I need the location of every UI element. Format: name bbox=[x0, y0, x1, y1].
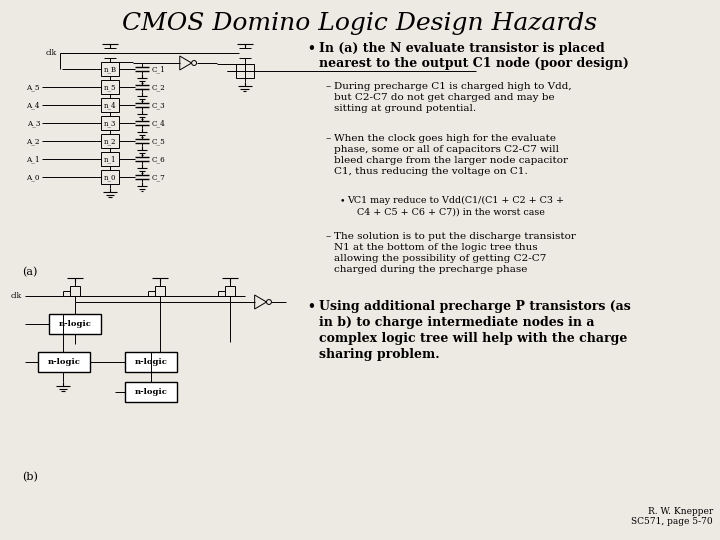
Bar bbox=[101, 98, 119, 112]
Text: n_3: n_3 bbox=[104, 119, 116, 127]
Text: clk: clk bbox=[11, 292, 22, 300]
Bar bbox=[38, 352, 90, 372]
Text: –: – bbox=[325, 82, 330, 91]
Text: n_1: n_1 bbox=[104, 155, 116, 163]
Bar bbox=[101, 170, 119, 184]
Text: •: • bbox=[307, 300, 315, 313]
Text: A_5: A_5 bbox=[27, 83, 40, 91]
Text: C_7: C_7 bbox=[152, 173, 166, 181]
Text: VC1 may reduce to Vdd(C1/(C1 + C2 + C3 +
   C4 + C5 + C6 + C7)) in the worst cas: VC1 may reduce to Vdd(C1/(C1 + C2 + C3 +… bbox=[348, 196, 564, 216]
Text: n-logic: n-logic bbox=[48, 358, 81, 366]
Text: –: – bbox=[325, 232, 330, 241]
Bar bbox=[101, 152, 119, 166]
Text: During precharge C1 is charged high to Vdd,
but C2-C7 do not get charged and may: During precharge C1 is charged high to V… bbox=[333, 82, 571, 113]
Text: C_3: C_3 bbox=[152, 101, 166, 109]
Bar bbox=[101, 134, 119, 148]
Text: •: • bbox=[340, 196, 345, 205]
Bar bbox=[101, 116, 119, 130]
Text: (a): (a) bbox=[22, 267, 37, 278]
Text: •: • bbox=[307, 42, 315, 55]
Bar bbox=[101, 80, 119, 94]
Text: (b): (b) bbox=[22, 472, 38, 482]
Text: C_2: C_2 bbox=[152, 83, 166, 91]
Text: n-logic: n-logic bbox=[135, 388, 167, 396]
Text: n_4: n_4 bbox=[104, 101, 116, 109]
Text: The solution is to put the discharge transistor
N1 at the bottom of the logic tr: The solution is to put the discharge tra… bbox=[333, 232, 575, 274]
Text: C_4: C_4 bbox=[152, 119, 166, 127]
Bar bbox=[155, 286, 165, 296]
Text: A_0: A_0 bbox=[27, 173, 40, 181]
Bar bbox=[101, 62, 119, 76]
Text: In (a) the N evaluate transistor is placed
nearest to the output C1 node (poor d: In (a) the N evaluate transistor is plac… bbox=[318, 42, 629, 71]
Text: n_5: n_5 bbox=[104, 83, 116, 91]
Bar bbox=[235, 64, 253, 78]
Text: n-logic: n-logic bbox=[58, 320, 91, 328]
Bar bbox=[70, 286, 80, 296]
Text: C_1: C_1 bbox=[152, 65, 166, 73]
Text: n-logic: n-logic bbox=[135, 358, 167, 366]
Bar bbox=[125, 352, 177, 372]
Bar bbox=[125, 382, 177, 402]
Bar bbox=[49, 314, 101, 334]
Text: When the clock goes high for the evaluate
phase, some or all of capacitors C2-C7: When the clock goes high for the evaluat… bbox=[333, 134, 567, 176]
Text: C_5: C_5 bbox=[152, 137, 166, 145]
Text: R. W. Knepper
SC571, page 5-70: R. W. Knepper SC571, page 5-70 bbox=[631, 507, 713, 526]
Text: CMOS Domino Logic Design Hazards: CMOS Domino Logic Design Hazards bbox=[122, 12, 597, 35]
Text: –: – bbox=[325, 134, 330, 143]
Text: n_B: n_B bbox=[104, 65, 117, 73]
Text: A_3: A_3 bbox=[27, 119, 40, 127]
Text: n_2: n_2 bbox=[104, 137, 116, 145]
Text: clk: clk bbox=[46, 49, 57, 57]
Text: A_4: A_4 bbox=[27, 101, 40, 109]
Text: Using additional precharge P transistors (as
in b) to charge intermediate nodes : Using additional precharge P transistors… bbox=[318, 300, 630, 361]
Text: n_0: n_0 bbox=[104, 173, 116, 181]
Bar bbox=[225, 286, 235, 296]
Text: A_2: A_2 bbox=[27, 137, 40, 145]
Text: A_1: A_1 bbox=[27, 155, 40, 163]
Text: C_6: C_6 bbox=[152, 155, 166, 163]
